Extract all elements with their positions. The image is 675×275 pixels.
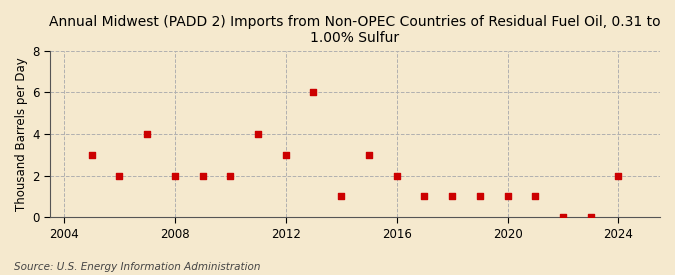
Point — [169, 174, 180, 178]
Point — [197, 174, 208, 178]
Point — [447, 194, 458, 199]
Point — [225, 174, 236, 178]
Point — [558, 215, 568, 219]
Point — [142, 132, 153, 136]
Point — [364, 153, 375, 157]
Title: Annual Midwest (PADD 2) Imports from Non-OPEC Countries of Residual Fuel Oil, 0.: Annual Midwest (PADD 2) Imports from Non… — [49, 15, 661, 45]
Point — [308, 90, 319, 94]
Point — [475, 194, 485, 199]
Text: Source: U.S. Energy Information Administration: Source: U.S. Energy Information Administ… — [14, 262, 260, 272]
Point — [252, 132, 263, 136]
Point — [280, 153, 291, 157]
Point — [114, 174, 125, 178]
Point — [86, 153, 97, 157]
Point — [530, 194, 541, 199]
Point — [392, 174, 402, 178]
Point — [335, 194, 346, 199]
Point — [419, 194, 430, 199]
Y-axis label: Thousand Barrels per Day: Thousand Barrels per Day — [15, 57, 28, 211]
Point — [585, 215, 596, 219]
Point — [613, 174, 624, 178]
Point — [502, 194, 513, 199]
